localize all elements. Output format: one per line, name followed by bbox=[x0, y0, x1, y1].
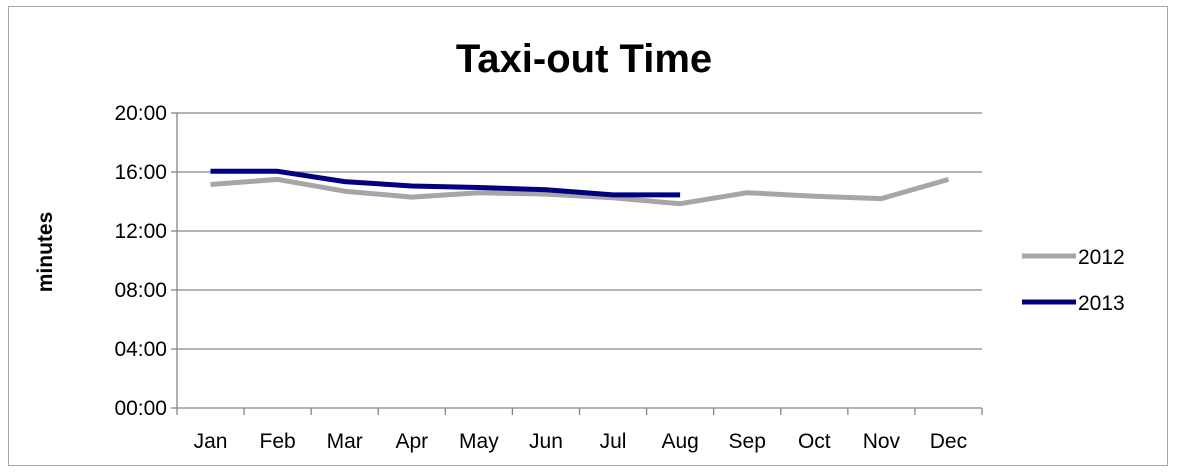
gridlines bbox=[177, 112, 982, 350]
axes bbox=[171, 112, 983, 415]
x-tick-label: Mar bbox=[327, 430, 363, 453]
x-tick-labels: Jan Feb Mar Apr May Jun Jul Aug Sep Oct Nov Dec bbox=[194, 430, 968, 453]
legend-label-2012: 2012 bbox=[1078, 246, 1125, 269]
y-tick-label: 00:00 bbox=[114, 397, 167, 420]
x-tick-label: May bbox=[459, 430, 499, 453]
series-line-2012 bbox=[210, 176, 950, 207]
y-tick-label: 08:00 bbox=[114, 279, 167, 302]
x-tick-label: Sep bbox=[729, 430, 766, 453]
x-tick-label: Apr bbox=[395, 430, 428, 453]
series-lines bbox=[210, 168, 950, 207]
x-tick-label: Nov bbox=[863, 430, 901, 453]
x-tick-label: Feb bbox=[260, 430, 296, 453]
y-tick-label: 12:00 bbox=[114, 220, 167, 243]
x-tick-label: Jun bbox=[529, 430, 563, 453]
y-tick-labels: 00:00 04:00 08:00 12:00 16:00 20:00 bbox=[114, 102, 167, 420]
series-line-2013 bbox=[210, 168, 681, 198]
x-tick-label: Aug bbox=[661, 430, 698, 453]
y-tick-label: 04:00 bbox=[114, 338, 167, 361]
legend-label-2013: 2013 bbox=[1078, 292, 1125, 315]
x-tick-label: Dec bbox=[930, 430, 967, 453]
legend: 2012 2013 bbox=[1022, 246, 1125, 315]
x-tick-label: Jul bbox=[600, 430, 627, 453]
x-tick-label: Jan bbox=[194, 430, 228, 453]
chart-frame bbox=[8, 6, 1168, 466]
chart-title: Taxi-out Time bbox=[456, 37, 712, 81]
x-tick-label: Oct bbox=[798, 430, 831, 453]
y-axis-label: minutes bbox=[34, 212, 57, 293]
y-tick-label: 20:00 bbox=[114, 102, 167, 125]
y-tick-label: 16:00 bbox=[114, 161, 167, 184]
